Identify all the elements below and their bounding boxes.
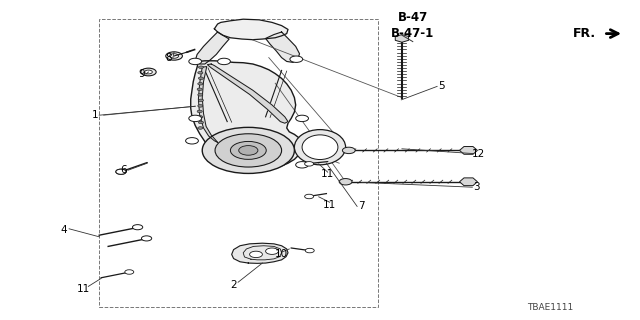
Text: 8: 8	[165, 52, 172, 63]
Circle shape	[218, 58, 230, 65]
Circle shape	[296, 162, 308, 168]
Polygon shape	[198, 67, 218, 142]
Circle shape	[125, 270, 134, 274]
Circle shape	[198, 93, 203, 96]
Text: 6: 6	[120, 165, 127, 175]
Text: FR.: FR.	[573, 27, 596, 40]
Circle shape	[198, 105, 203, 107]
Text: TBAE1111: TBAE1111	[527, 303, 573, 312]
Circle shape	[198, 71, 203, 74]
Text: 7: 7	[358, 201, 365, 212]
Circle shape	[197, 110, 202, 113]
Text: 11: 11	[321, 169, 334, 180]
Text: 11: 11	[323, 200, 336, 210]
Circle shape	[202, 127, 294, 173]
Text: 2: 2	[230, 280, 237, 290]
Text: 9: 9	[139, 68, 145, 79]
Circle shape	[170, 54, 179, 58]
Circle shape	[116, 169, 126, 174]
Circle shape	[189, 115, 202, 122]
Circle shape	[141, 68, 156, 76]
Circle shape	[230, 141, 266, 159]
Circle shape	[198, 83, 203, 85]
Circle shape	[290, 56, 303, 62]
Polygon shape	[207, 64, 288, 123]
Circle shape	[166, 52, 182, 60]
Circle shape	[339, 179, 352, 185]
Circle shape	[198, 121, 204, 124]
Circle shape	[198, 77, 204, 80]
Circle shape	[186, 138, 198, 144]
Ellipse shape	[294, 130, 346, 165]
Circle shape	[116, 169, 126, 174]
Text: B-47: B-47	[397, 11, 428, 24]
Polygon shape	[232, 243, 288, 263]
Polygon shape	[195, 32, 229, 64]
Circle shape	[305, 162, 314, 166]
Circle shape	[198, 116, 203, 118]
Circle shape	[305, 248, 314, 253]
Text: 3: 3	[474, 182, 480, 192]
Text: 4: 4	[61, 225, 67, 236]
Circle shape	[132, 225, 143, 230]
Circle shape	[342, 147, 355, 154]
Circle shape	[145, 70, 152, 74]
Text: 11: 11	[77, 284, 90, 294]
Circle shape	[198, 127, 203, 129]
Circle shape	[296, 115, 308, 122]
Text: 10: 10	[275, 249, 288, 260]
Polygon shape	[214, 19, 288, 40]
Circle shape	[141, 236, 152, 241]
Text: 12: 12	[472, 148, 485, 159]
Circle shape	[198, 99, 204, 102]
Bar	[99, 19, 378, 307]
Circle shape	[239, 146, 258, 155]
Circle shape	[250, 251, 262, 258]
Text: B-47-1: B-47-1	[391, 27, 435, 40]
Text: 1: 1	[92, 110, 98, 120]
Circle shape	[305, 194, 314, 199]
Circle shape	[197, 88, 202, 91]
Circle shape	[189, 58, 202, 65]
Polygon shape	[266, 32, 300, 62]
Circle shape	[198, 66, 204, 68]
Polygon shape	[191, 61, 302, 169]
Text: 5: 5	[438, 81, 445, 92]
Ellipse shape	[302, 135, 338, 160]
Circle shape	[215, 134, 282, 167]
Circle shape	[266, 248, 278, 254]
